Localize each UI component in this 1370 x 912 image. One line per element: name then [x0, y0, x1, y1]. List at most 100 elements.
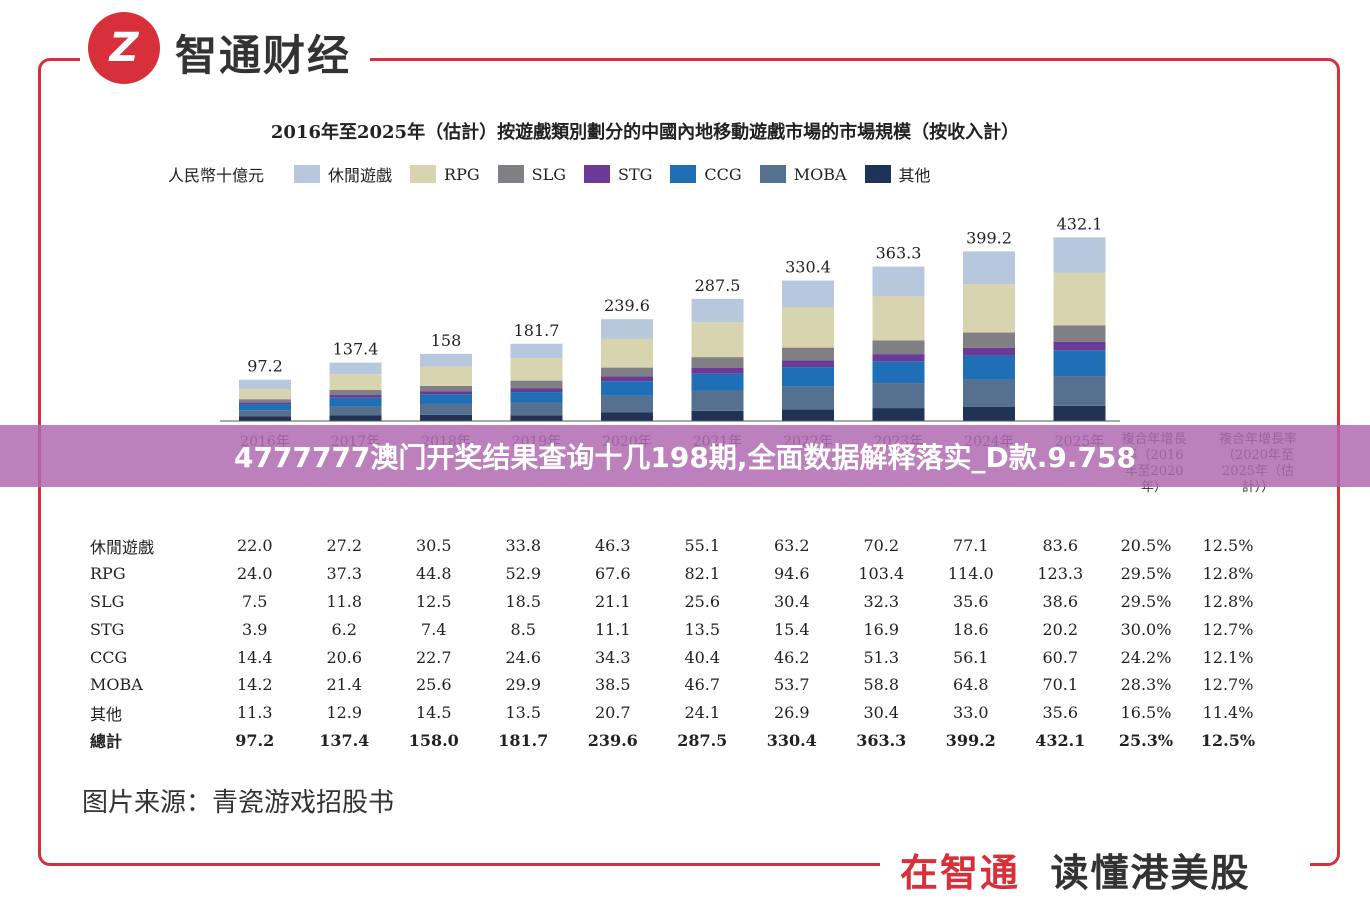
table-cell: 26.9: [773, 703, 810, 723]
bar-segment-4-2: [601, 381, 653, 396]
cagr-cell: 11.4%: [1202, 703, 1254, 723]
table-cell: 37.3: [326, 564, 363, 584]
table-cell: 18.5: [505, 591, 542, 611]
table-cell: 24.1: [684, 703, 721, 723]
bar-segment-9-1: [1053, 376, 1106, 406]
bar-segment-2-2: [420, 394, 472, 404]
bar-segment-2-0: [420, 414, 472, 421]
bar-segment-7-6: [872, 266, 925, 297]
cagr-cell: 28.3%: [1120, 675, 1172, 695]
table-cell: 14.2: [236, 675, 273, 695]
unit-label: 人民幣十億元: [168, 166, 265, 185]
bar-segment-6-0: [782, 409, 834, 421]
cagr-cell: 12.7%: [1202, 675, 1254, 695]
table-cell: 33.8: [505, 536, 542, 556]
cagr-cell: 30.0%: [1120, 619, 1172, 639]
table-cell: 27.2: [326, 536, 363, 556]
table-cell: 46.2: [773, 647, 810, 667]
bar-segment-8-6: [963, 251, 1015, 285]
row-label: CCG: [90, 647, 128, 667]
table-cell: 53.7: [773, 675, 810, 695]
legend-item-2: SLG: [497, 165, 566, 184]
table-cell: 12.5: [415, 591, 452, 611]
legend-item-5: MOBA: [759, 165, 847, 184]
bar-segment-5-5: [691, 322, 744, 358]
bar-segment-0-1: [239, 410, 291, 417]
total-label-2: 158: [431, 331, 462, 350]
footer-slogan: 在智通 读懂港美股: [900, 842, 1251, 897]
table-cell: 40.4: [684, 647, 721, 667]
cagr-cell: 25.3%: [1118, 730, 1174, 750]
table-cell: 56.1: [952, 647, 989, 667]
table-row: SLG 7.5 11.8 12.5 18.5 21.1 25.6 30.4 32.3 35.6 38…: [82, 588, 1269, 616]
table-cell: 97.2: [235, 730, 275, 750]
bar-segment-6-1: [782, 386, 834, 410]
table-row: STG 3.9 6.2 7.4 8.5 11.1 13.5 15.4 16.9 18.6 20.2 3…: [82, 615, 1269, 643]
table-cell: 25.6: [684, 591, 721, 611]
table-cell: 24.0: [236, 564, 273, 584]
table-cell: 20.2: [1042, 619, 1079, 639]
table-cell: 20.6: [326, 647, 363, 667]
bar-segment-4-3: [601, 376, 653, 382]
row-label: MOBA: [90, 675, 143, 695]
table-cell: 8.5: [510, 619, 536, 639]
cagr-cell: 12.1%: [1202, 647, 1254, 667]
table-cell: 33.0: [952, 703, 989, 723]
bar-segment-3-3: [510, 388, 563, 393]
bar-segment-0-2: [239, 404, 291, 411]
table-cell: 7.5: [242, 591, 268, 611]
table-cell: 16.9: [863, 619, 900, 639]
bar-segment-6-2: [782, 367, 834, 387]
bar-segment-7-4: [872, 340, 925, 355]
bar-segment-3-4: [510, 380, 563, 389]
bar-segment-1-2: [329, 397, 382, 407]
total-label-0: 97.2: [247, 357, 283, 376]
brand-name: 智通财经: [175, 31, 352, 80]
legend-swatch: [759, 165, 786, 183]
table-cell: 21.1: [594, 591, 631, 611]
bar-segment-7-1: [872, 383, 925, 409]
bar-segment-8-1: [963, 379, 1015, 407]
table-cell: 32.3: [863, 591, 900, 611]
row-label: 休閒遊戲: [90, 537, 155, 557]
table-cell: 63.2: [773, 536, 810, 556]
bar-segment-4-4: [601, 367, 653, 377]
bar-segment-0-4: [239, 399, 291, 403]
bar-segment-0-5: [239, 388, 291, 400]
bar-segment-1-3: [329, 395, 382, 398]
table-cell: 15.4: [773, 619, 810, 639]
brand-logo-icon: Z: [88, 12, 160, 84]
bar-segment-3-0: [510, 415, 563, 421]
table-cell: 18.6: [952, 619, 989, 639]
table-row: 其他 11.3 12.9 14.5 13.5 20.7 24.1 26.9 30.4 33.0 35…: [82, 699, 1269, 727]
table-cell: 330.4: [766, 730, 817, 750]
table-cell: 287.5: [677, 730, 728, 750]
table-cell: 46.7: [684, 675, 721, 695]
total-label-7: 363.3: [876, 244, 922, 263]
table-cell: 83.6: [1042, 536, 1079, 556]
table-cell: 181.7: [498, 730, 549, 750]
data-table: 休閒遊戲 22.0 27.2 30.5 33.8 46.3 55.1 63.2 70.2 77.1…: [82, 532, 1269, 754]
legend-item-1: RPG: [410, 165, 480, 184]
table-cell: 44.8: [415, 564, 452, 584]
bar-segment-9-0: [1053, 405, 1106, 421]
table-cell: 14.5: [415, 703, 452, 723]
bar-segment-5-6: [691, 298, 744, 323]
table-cell: 58.8: [863, 675, 900, 695]
table-cell: 3.9: [242, 619, 268, 639]
table-cell: 30.4: [863, 703, 900, 723]
table-cell: 35.6: [952, 591, 989, 611]
table-cell: 60.7: [1042, 647, 1079, 667]
cagr-cell: 29.5%: [1120, 564, 1172, 584]
bar-segment-0-3: [239, 402, 291, 405]
table-cell: 51.3: [863, 647, 900, 667]
overlay-banner: 4777777澳门开奖结果查询十几198期,全面数据解释落实_D款.9.758: [0, 425, 1370, 487]
table-cell: 114.0: [947, 564, 994, 584]
table-cell: 70.1: [1042, 675, 1079, 695]
source-note: 图片来源：青瓷游戏招股书: [82, 788, 395, 818]
table-cell: 30.4: [773, 591, 810, 611]
overlay-text: 4777777澳门开奖结果查询十几198期,全面数据解释落实_D款.9.758: [234, 441, 1136, 474]
bar-segment-8-3: [963, 347, 1015, 356]
row-label: SLG: [90, 591, 125, 611]
bar-segment-9-6: [1053, 237, 1106, 273]
